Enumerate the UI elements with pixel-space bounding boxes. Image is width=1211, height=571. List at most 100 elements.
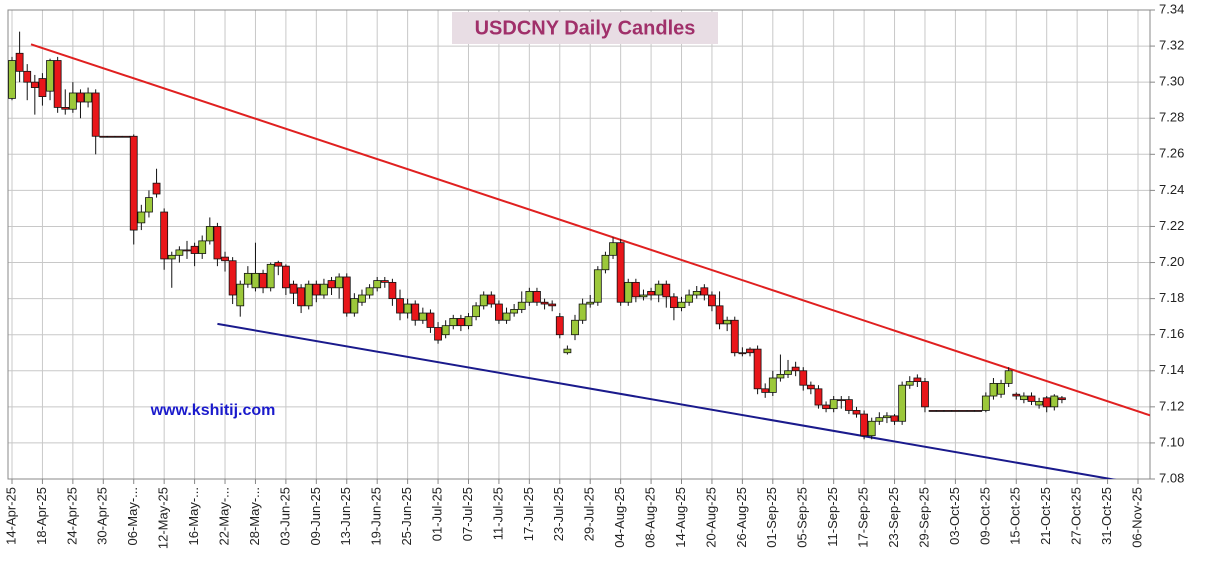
candle-body [1012, 393, 1021, 397]
x-tick-label: 21-Oct-25 [1038, 487, 1053, 545]
y-tick-label: 7.10 [1159, 434, 1184, 449]
x-tick-label: 06-Nov-25 [1129, 487, 1144, 548]
candle-body [890, 415, 899, 422]
candle-body [8, 60, 16, 99]
x-tick-label: 28-May-... [247, 487, 262, 546]
y-tick-label: 7.34 [1159, 1, 1184, 16]
x-tick-label: 26-Aug-25 [734, 487, 749, 548]
candle-body [860, 413, 869, 437]
y-tick-label: 7.26 [1159, 146, 1184, 161]
candle-body [715, 305, 724, 325]
candle-body [548, 303, 557, 307]
candle-body [137, 211, 146, 224]
x-tick-label: 01-Sep-25 [764, 487, 779, 548]
candle-body [905, 381, 914, 386]
x-tick-label: 03-Jun-25 [277, 487, 292, 546]
candle-body [327, 280, 336, 289]
candle-body [213, 226, 222, 260]
x-tick-label: 23-Sep-25 [886, 487, 901, 548]
candle-body [175, 249, 184, 256]
y-tick-label: 7.24 [1159, 182, 1184, 197]
candle-body [997, 382, 1005, 395]
x-tick-label: 30-Apr-25 [95, 487, 110, 545]
x-tick-label: 25-Jun-25 [399, 487, 414, 546]
x-tick-label: 16-May-... [186, 487, 201, 546]
candle-body [61, 107, 70, 110]
y-tick-label: 7.22 [1159, 218, 1184, 233]
candle-body [609, 242, 617, 256]
candle-body [68, 92, 77, 110]
candle-body [91, 92, 100, 137]
x-tick-label: 09-Jun-25 [308, 487, 323, 546]
candle-body [913, 377, 922, 382]
y-tick-label: 7.14 [1159, 362, 1184, 377]
candle-body [525, 290, 534, 303]
candle-body [517, 301, 526, 310]
y-tick-label: 7.20 [1159, 254, 1184, 269]
candle-body [898, 384, 907, 422]
candle-body [342, 276, 351, 314]
x-tick-label: 08-Aug-25 [643, 487, 658, 548]
candle-body [221, 256, 229, 262]
candle-body [730, 319, 739, 354]
candle-body [472, 305, 480, 318]
candle-body [418, 312, 427, 321]
x-tick-label: 31-Oct-25 [1099, 487, 1114, 545]
candle-body [662, 283, 671, 298]
candle-body [571, 319, 579, 336]
candle-body [593, 269, 602, 303]
candle-body [723, 319, 732, 325]
candle-body [822, 404, 830, 410]
plot-frame [7, 9, 1151, 480]
candle-body [114, 135, 123, 138]
candle-body [943, 410, 952, 412]
candle-body [540, 301, 549, 305]
x-tick-label: 04-Aug-25 [612, 487, 627, 548]
candle-body [670, 296, 678, 309]
candle-body [966, 410, 975, 412]
candle-body [411, 303, 420, 321]
candle-body [586, 301, 595, 305]
x-tick-label: 12-May-25 [156, 487, 171, 549]
candle-body [631, 281, 640, 298]
candle-body [259, 272, 267, 289]
candle-body [495, 303, 503, 321]
candle-body [852, 410, 861, 415]
x-tick-label: 17-Sep-25 [856, 487, 871, 548]
candle-body [1004, 370, 1013, 384]
candle-body [510, 309, 519, 314]
candle-body [30, 81, 39, 88]
candle-body [578, 303, 587, 321]
x-tick-label: 01-Jul-25 [429, 487, 444, 541]
candle-body [281, 265, 290, 289]
candle-body [791, 366, 800, 372]
candle-body [692, 290, 701, 296]
candle-body [555, 316, 564, 336]
candle-body [46, 60, 54, 92]
candle-body [53, 60, 62, 108]
candle-body [647, 290, 655, 296]
candle-body [312, 283, 321, 296]
candle-body [160, 211, 169, 260]
candle-body [867, 420, 876, 437]
candle-body [981, 395, 990, 411]
x-tick-label: 29-Jul-25 [582, 487, 597, 541]
x-tick-label: 11-Jul-25 [490, 487, 505, 540]
candle-body [304, 283, 313, 307]
candle-body [99, 135, 108, 138]
y-tick-label: 7.16 [1159, 326, 1184, 341]
candle-body [1058, 397, 1066, 401]
candle-body [464, 316, 473, 327]
candle-body [974, 410, 983, 412]
x-tick-label: 24-Apr-25 [64, 487, 79, 545]
candle-body [358, 294, 366, 303]
x-tick-label: 23-Jul-25 [551, 487, 566, 541]
candle-body [533, 290, 541, 303]
y-tick-label: 7.08 [1159, 470, 1184, 485]
candle-body [289, 283, 298, 294]
candle-body [799, 370, 808, 386]
candle-body [365, 287, 374, 296]
trendline [30, 43, 1150, 417]
